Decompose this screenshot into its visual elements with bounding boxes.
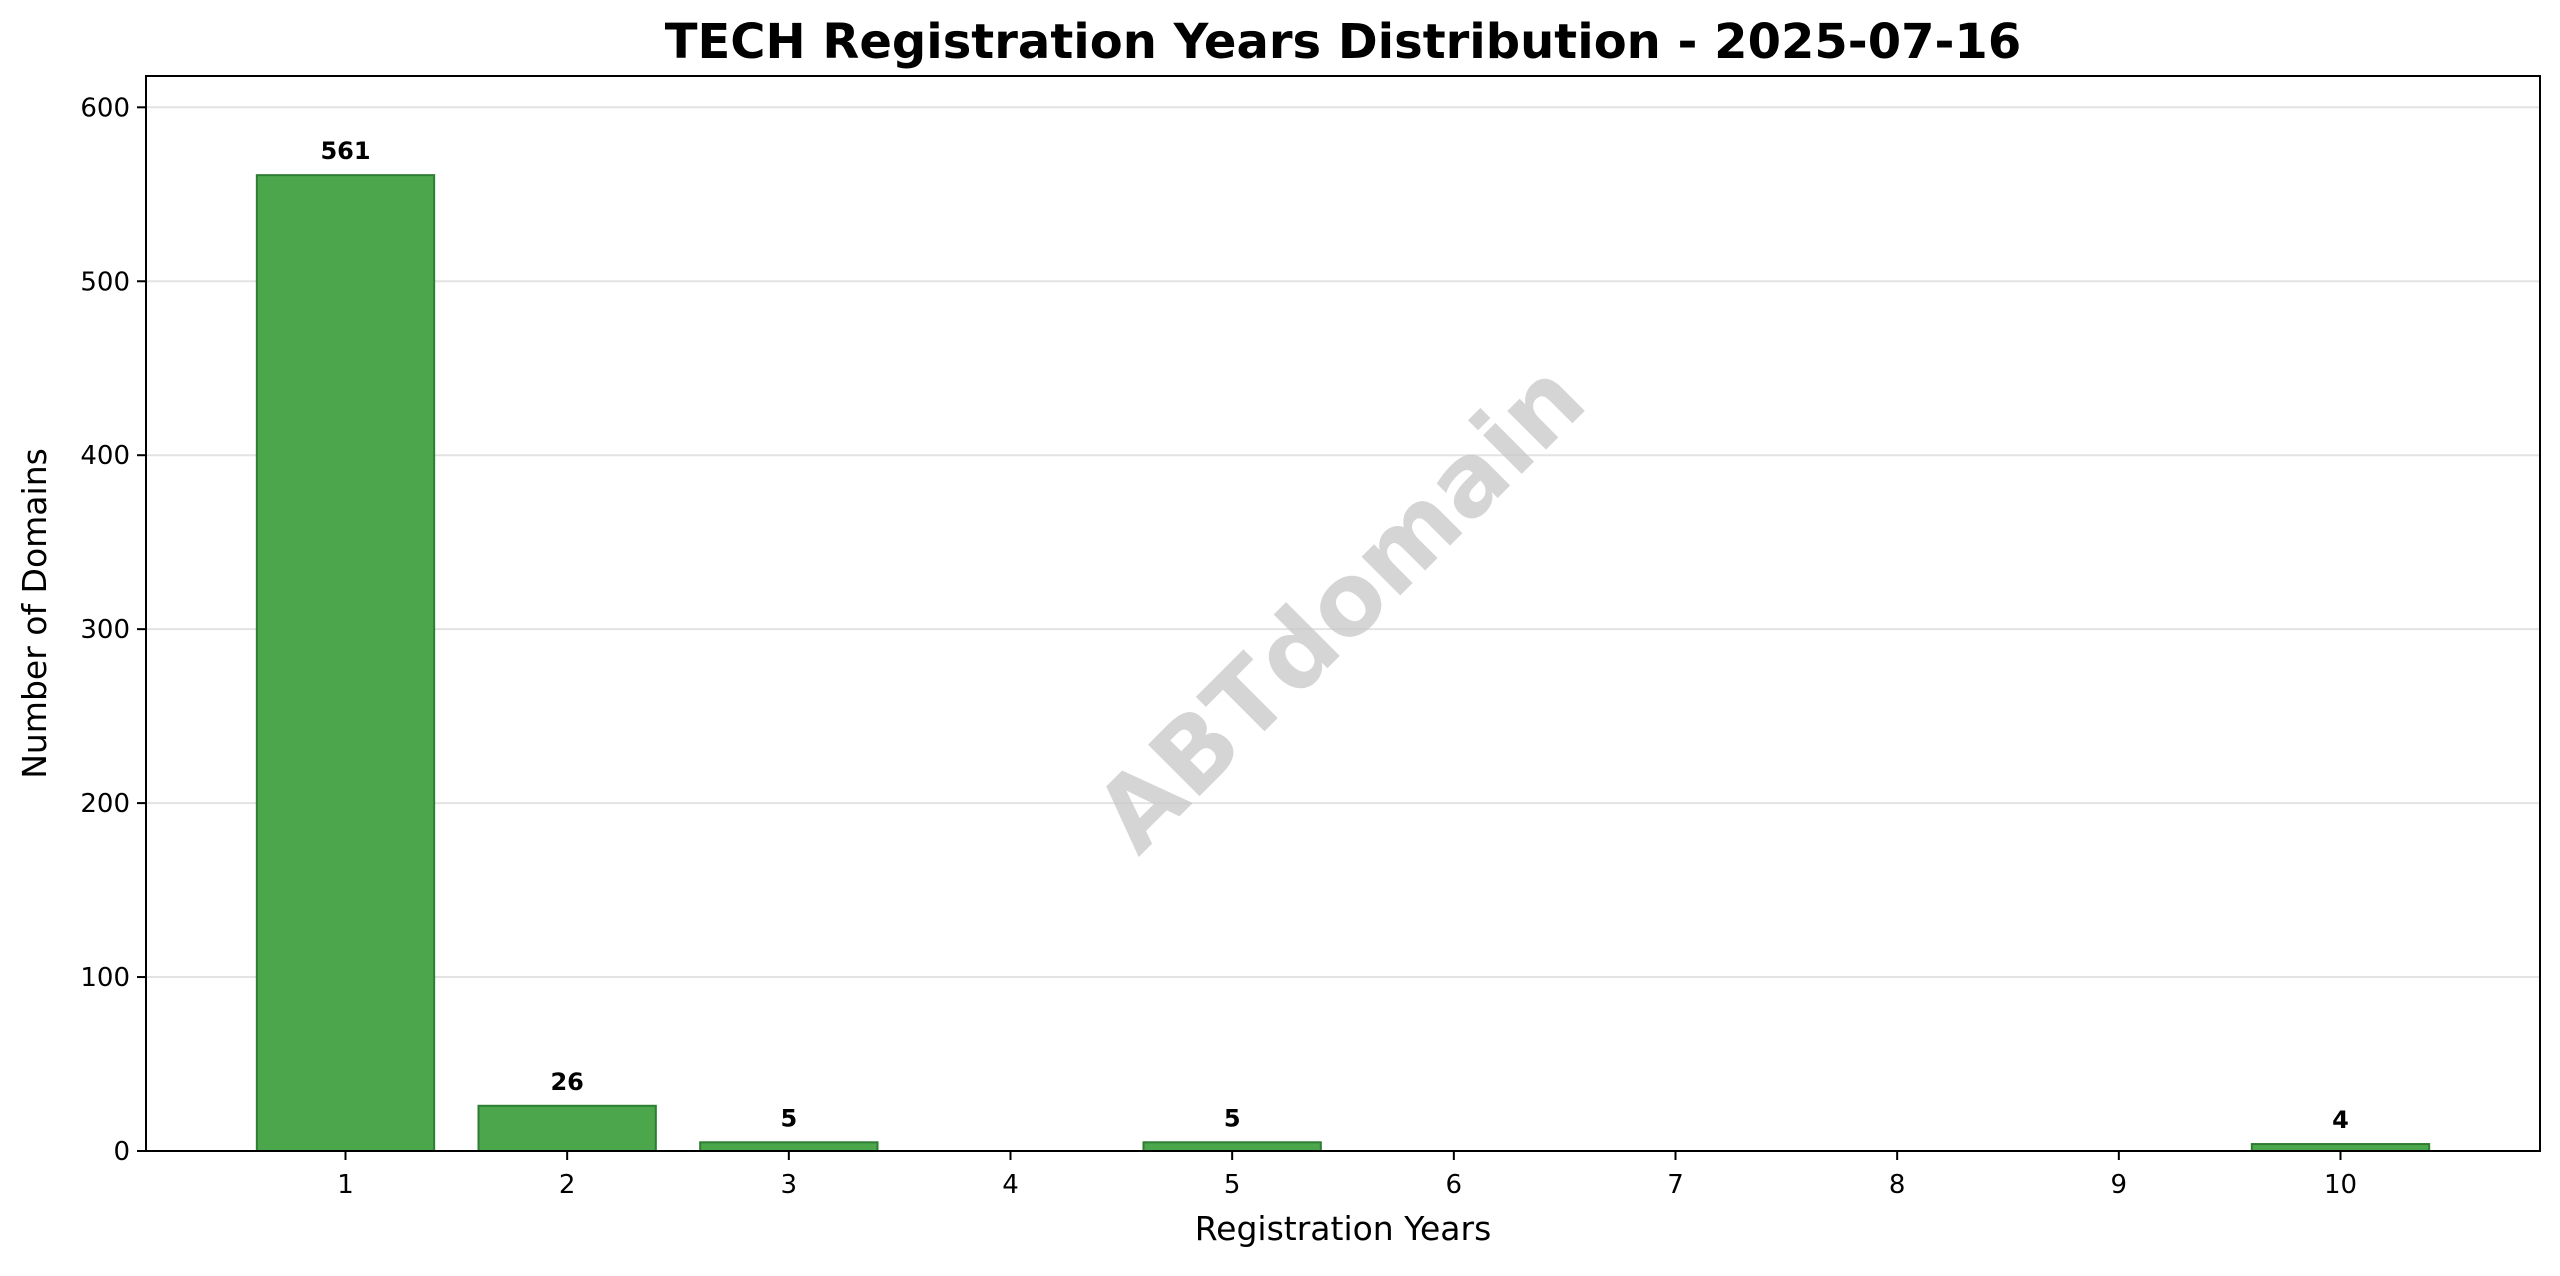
data-label-3: 5 [780,1104,797,1132]
x-tick-label: 8 [1889,1170,1906,1200]
bar-2 [477,1104,657,1152]
x-tick-label: 2 [559,1170,576,1200]
y-tick-label: 400 [80,441,130,471]
data-label-1: 561 [320,137,370,165]
y-tick-label: 300 [80,615,130,645]
x-tick-label: 3 [781,1170,798,1200]
y-tick-label: 500 [80,267,130,297]
y-axis-label: Number of Domains [15,448,54,779]
data-labels-layer: 561 26 5 5 4 [320,137,2348,1134]
data-label-10: 4 [2332,1106,2349,1134]
data-label-5: 5 [1224,1104,1241,1132]
chart-title: TECH Registration Years Distribution - 2… [665,14,2021,70]
x-tick-label: 10 [2324,1170,2357,1200]
bar-1 [255,174,436,1152]
data-label-2: 26 [550,1068,583,1096]
watermark-text: ABTdomain [1073,340,1608,875]
x-tick-label: 4 [1002,1170,1019,1200]
x-tick-label: 6 [1446,1170,1463,1200]
bar-3 [699,1141,879,1153]
x-tick-label: 5 [1224,1170,1241,1200]
x-tick-label: 9 [2111,1170,2128,1200]
bar-10 [2250,1143,2431,1153]
grid-layer [146,106,2540,979]
bar-5 [1142,1141,1322,1153]
x-tick-label: 1 [337,1170,354,1200]
x-ticks-layer: 1 2 3 4 5 6 7 8 9 10 [337,1151,2357,1200]
y-ticks-layer: 0 100 200 300 400 500 600 [80,93,146,1167]
plot-frame [145,75,2541,1152]
x-tick-label: 7 [1667,1170,1684,1200]
x-axis-label: Registration Years [1195,1209,1492,1248]
y-tick-label: 600 [80,93,130,123]
y-tick-label: 100 [80,963,130,993]
y-tick-label: 200 [80,789,130,819]
bars-layer [255,174,2431,1153]
y-tick-label: 0 [113,1137,130,1167]
